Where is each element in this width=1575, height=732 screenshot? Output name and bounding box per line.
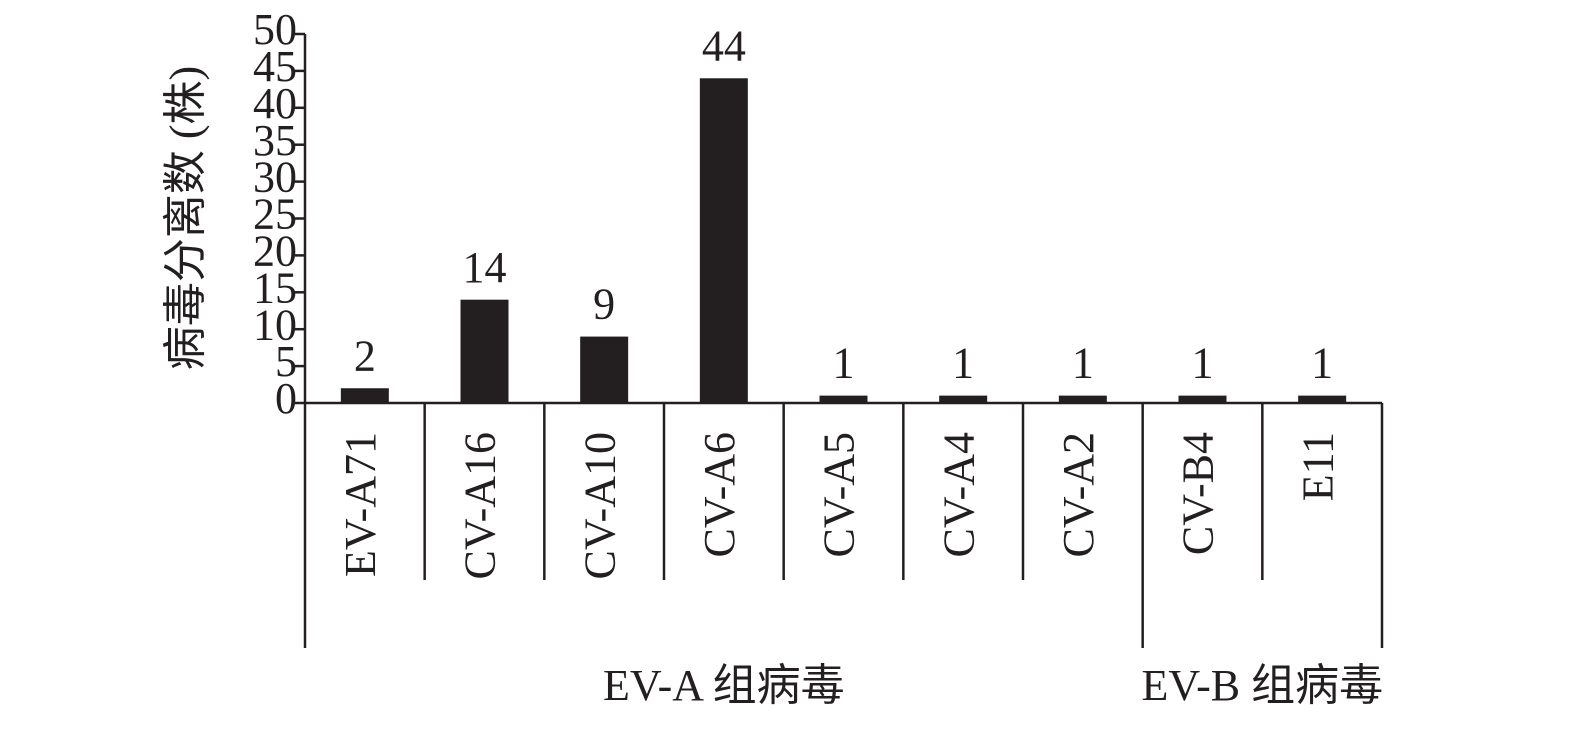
y-tick-label: 15 bbox=[253, 263, 297, 312]
y-tick-label: 35 bbox=[253, 116, 297, 165]
y-tick-label: 40 bbox=[253, 79, 297, 128]
data-label: 1 bbox=[1072, 339, 1094, 388]
y-tick-label: 50 bbox=[253, 5, 297, 54]
data-label: 9 bbox=[593, 280, 615, 329]
y-tick-label: 20 bbox=[253, 226, 297, 275]
data-label: 14 bbox=[463, 243, 507, 292]
x-tick-label: CV-A5 bbox=[815, 432, 864, 558]
x-tick-label: CV-B4 bbox=[1174, 432, 1223, 555]
bar bbox=[580, 336, 629, 403]
y-tick-label: 10 bbox=[253, 300, 297, 349]
x-tick-label: CV-A10 bbox=[575, 432, 624, 580]
bar bbox=[939, 395, 988, 403]
bar bbox=[819, 395, 868, 403]
bar bbox=[460, 299, 509, 403]
data-label: 1 bbox=[952, 339, 974, 388]
y-axis-label: 病毒分离数 (株) bbox=[161, 66, 210, 370]
data-label: 1 bbox=[833, 339, 855, 388]
bar bbox=[699, 78, 748, 403]
y-tick-label: 30 bbox=[253, 153, 297, 202]
x-tick-label: CV-A2 bbox=[1054, 432, 1103, 558]
data-label: 2 bbox=[354, 331, 376, 380]
x-tick-label: CV-A16 bbox=[456, 432, 505, 580]
bar bbox=[1298, 395, 1347, 403]
y-tick-label: 45 bbox=[253, 42, 297, 91]
y-tick-label: 5 bbox=[275, 337, 297, 386]
y-tick-label: 0 bbox=[275, 374, 297, 423]
x-tick-label: CV-A6 bbox=[695, 432, 744, 558]
data-label: 44 bbox=[702, 21, 746, 70]
data-label: 1 bbox=[1192, 339, 1214, 388]
group-label: EV-A 组病毒 bbox=[603, 661, 845, 710]
bar bbox=[340, 388, 389, 403]
data-label: 1 bbox=[1311, 339, 1333, 388]
bar bbox=[1058, 395, 1107, 403]
x-tick-label: EV-A71 bbox=[336, 432, 385, 577]
y-tick-label: 25 bbox=[253, 190, 297, 239]
group-label: EV-B 组病毒 bbox=[1142, 661, 1384, 710]
x-tick-label: CV-A4 bbox=[934, 432, 983, 558]
x-tick-label: E11 bbox=[1293, 432, 1342, 501]
bar bbox=[1178, 395, 1227, 403]
